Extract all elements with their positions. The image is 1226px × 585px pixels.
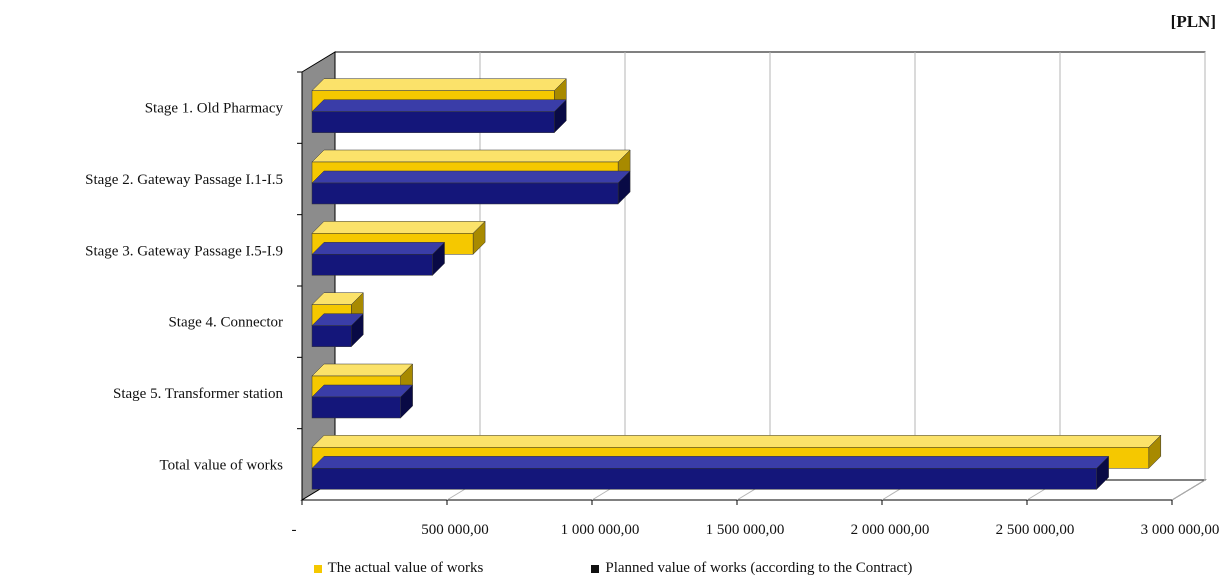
bar-top-planned: [311, 456, 1110, 469]
x-tick-label: 1 000 000,00: [561, 522, 640, 538]
legend-swatch-actual: [313, 564, 322, 573]
bar-planned: [311, 182, 619, 205]
bar-top-actual: [311, 78, 567, 91]
y-tick-label: Stage 4. Connector: [168, 315, 283, 331]
bar-top-planned: [311, 384, 414, 398]
x-tick-label: -: [292, 522, 297, 538]
bar-top-planned: [311, 242, 446, 255]
y-tick-label: Total value of works: [159, 457, 283, 473]
y-tick-label: Stage 3. Gateway Passage I.5-I.9: [85, 243, 283, 259]
bar-planned: [311, 396, 401, 419]
gridline-floor: [1171, 479, 1206, 501]
x-tick-label: 2 000 000,00: [851, 522, 930, 538]
bar-top-actual: [311, 435, 1162, 448]
legend-swatch-planned: [591, 564, 600, 573]
bar-top-actual: [311, 363, 414, 377]
bar-top-planned: [311, 99, 567, 112]
legend-item-planned: Planned value of works (according to the…: [591, 560, 912, 577]
unit-label: [PLN]: [1170, 12, 1216, 31]
x-tick-label: 500 000,00: [421, 522, 489, 538]
bar-planned: [311, 325, 352, 347]
legend: The actual value of works Planned value …: [0, 560, 1226, 577]
y-tick-label: Stage 1. Old Pharmacy: [145, 101, 284, 117]
bar-top-planned: [311, 170, 631, 184]
y-tick-label: Stage 2. Gateway Passage I.1-I.5: [85, 172, 283, 188]
bar-top-actual: [311, 221, 486, 234]
bar-planned: [311, 111, 555, 133]
x-tick-label: 1 500 000,00: [706, 522, 785, 538]
y-tick-label: Stage 5. Transformer station: [113, 386, 283, 402]
x-tick-label: 2 500 000,00: [996, 522, 1075, 538]
bar-chart: Stage 1. Old Pharmacy Stage 2. Gateway Pa…: [85, 51, 1220, 538]
legend-label-planned: Planned value of works (according to the…: [605, 560, 913, 576]
bar-planned: [311, 468, 1097, 490]
legend-label-actual: The actual value of works: [327, 560, 484, 576]
legend-item-actual: The actual value of works: [313, 560, 484, 577]
bar-top-actual: [311, 149, 631, 163]
bar-planned: [311, 254, 433, 276]
x-tick-label: 3 000 000,00: [1141, 522, 1220, 538]
